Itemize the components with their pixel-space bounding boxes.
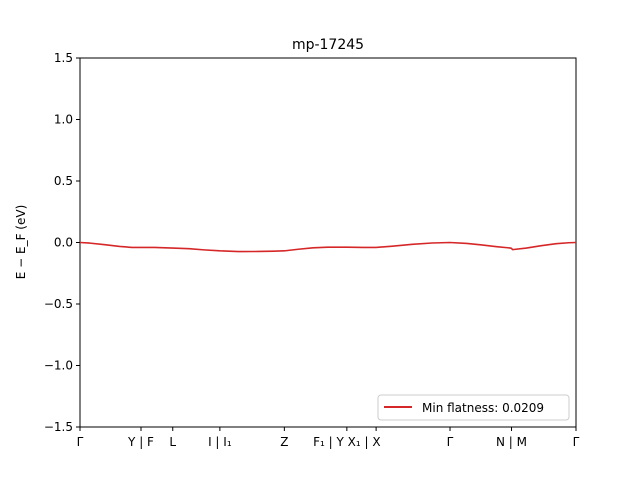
x-axis: Γ Y | F L I | I₁ Z F₁ | Y X₁ | X Γ N | M Γ [77, 427, 580, 449]
x-tick-label: Γ [573, 435, 580, 449]
y-tick-label: 1.0 [54, 113, 73, 127]
x-tick-label: Z [280, 435, 288, 449]
band-line [79, 241, 577, 253]
x-tick-label: L [169, 435, 176, 449]
legend-label: Min flatness: 0.0209 [422, 401, 544, 415]
x-tick-label: Γ [447, 435, 454, 449]
legend-box [377, 394, 570, 421]
y-tick-label: −1.0 [44, 359, 73, 373]
axes-frame [79, 57, 577, 428]
legend: Min flatness: 0.0209 [377, 394, 570, 421]
y-axis-label: E − E_F (eV) [14, 205, 28, 280]
y-tick-label: −0.5 [44, 297, 73, 311]
x-tick-label: I | I₁ [208, 435, 232, 449]
y-tick-label: 1.5 [54, 51, 73, 65]
y-tick-label: 0.0 [54, 236, 73, 250]
x-tick-label: F₁ | Y X₁ | X [313, 435, 380, 449]
x-tick-label: Γ [77, 435, 84, 449]
band-lines [79, 241, 577, 253]
x-tick-label: N | M [496, 435, 527, 449]
y-tick-label: 0.5 [54, 174, 73, 188]
plot-area [79, 57, 577, 428]
chart-title: mp-17245 [292, 37, 364, 53]
x-tick-label: Y | F [127, 435, 154, 449]
y-axis: −1.5 −1.0 −0.5 0.0 0.5 1.0 1.5 [44, 51, 80, 434]
y-tick-label: −1.5 [44, 420, 73, 434]
